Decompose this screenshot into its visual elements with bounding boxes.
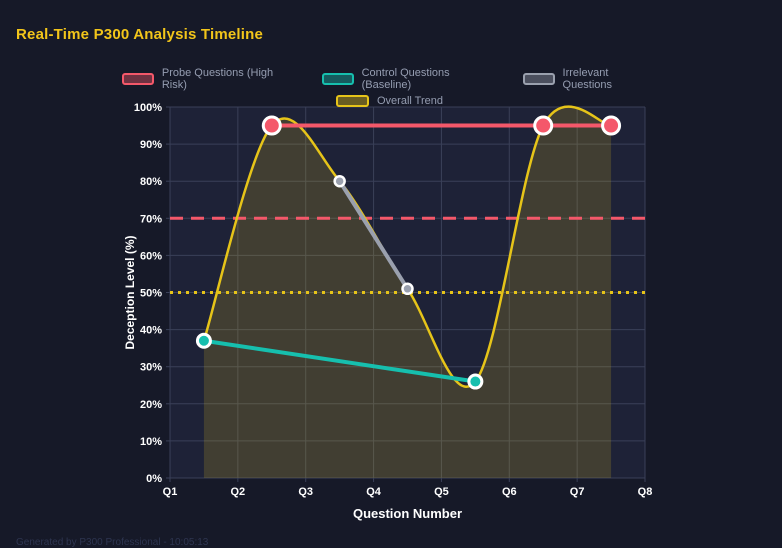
x-tick-label: Q6	[502, 486, 517, 498]
legend-row-1: Probe Questions (High Risk) Control Quest…	[122, 67, 657, 91]
y-tick-label: 10%	[140, 436, 162, 448]
x-tick-label: Q2	[231, 486, 246, 498]
y-tick-label: 50%	[140, 288, 162, 300]
legend-row-2: Overall Trend	[335, 95, 444, 107]
x-axis-title: Question Number	[353, 506, 462, 521]
data-point-irrelevant-questions[interactable]	[401, 282, 414, 296]
data-point-probe-questions-high-risk[interactable]	[533, 115, 554, 136]
legend-label: Control Questions (Baseline)	[361, 67, 450, 91]
legend-swatch	[321, 73, 354, 85]
x-tick-label: Q7	[570, 486, 585, 498]
x-tick-label: Q8	[638, 486, 653, 498]
y-tick-label: 100%	[134, 102, 162, 114]
chart-legend: Probe Questions (High Risk) Control Quest…	[122, 67, 657, 107]
generated-footer: Generated by P300 Professional - 10:05:1…	[16, 537, 209, 548]
y-tick-label: 90%	[140, 139, 162, 151]
legend-item-probe-questions-high-risk[interactable]: Probe Questions (High Risk)	[122, 67, 296, 91]
series-line-control-questions-baseline	[203, 338, 476, 384]
x-tick-label: Q4	[366, 486, 382, 498]
y-tick-label: 70%	[140, 213, 162, 225]
legend-swatch	[122, 73, 154, 85]
legend-item-control-questions-baseline[interactable]: Control Questions (Baseline)	[321, 67, 497, 91]
x-tick-label: Q5	[434, 486, 449, 498]
legend-label: Irrelevant Questions	[562, 67, 613, 91]
p300-timeline-chart: Probe Questions (High Risk) Control Quest…	[122, 64, 657, 530]
legend-label: Overall Trend	[376, 95, 444, 107]
x-tick-label: Q3	[298, 486, 313, 498]
x-tick-label: Q1	[163, 486, 178, 498]
data-point-control-questions-baseline[interactable]	[467, 373, 484, 390]
legend-swatch	[522, 73, 555, 85]
y-axis-title: Deception Level (%)	[123, 235, 137, 349]
data-point-probe-questions-high-risk[interactable]	[601, 115, 622, 136]
legend-item-irrelevant-questions[interactable]: Irrelevant Questions	[522, 67, 657, 91]
y-tick-label: 20%	[140, 399, 162, 411]
legend-swatch	[335, 95, 369, 107]
y-tick-label: 30%	[140, 362, 162, 374]
page-title: Real-Time P300 Analysis Timeline	[16, 26, 264, 43]
chart-svg: Q1 Q2 Q3 Q4 Q5 Q6 Q7 Q8 0% 10% 20% 30% 40% 50% 60% 70% 8…	[123, 102, 653, 521]
data-point-probe-questions-high-risk[interactable]	[261, 115, 282, 136]
y-tick-label: 0%	[146, 473, 162, 485]
legend-item-overall-trend[interactable]: Overall Trend	[335, 95, 444, 107]
series-line-irrelevant-questions	[337, 180, 410, 290]
y-tick-label: 60%	[140, 250, 162, 262]
y-tick-label: 80%	[140, 176, 162, 188]
legend-label: Probe Questions (High Risk)	[161, 67, 274, 91]
data-point-irrelevant-questions[interactable]	[333, 174, 346, 188]
y-tick-label: 40%	[140, 325, 162, 337]
data-point-control-questions-baseline[interactable]	[195, 332, 212, 349]
